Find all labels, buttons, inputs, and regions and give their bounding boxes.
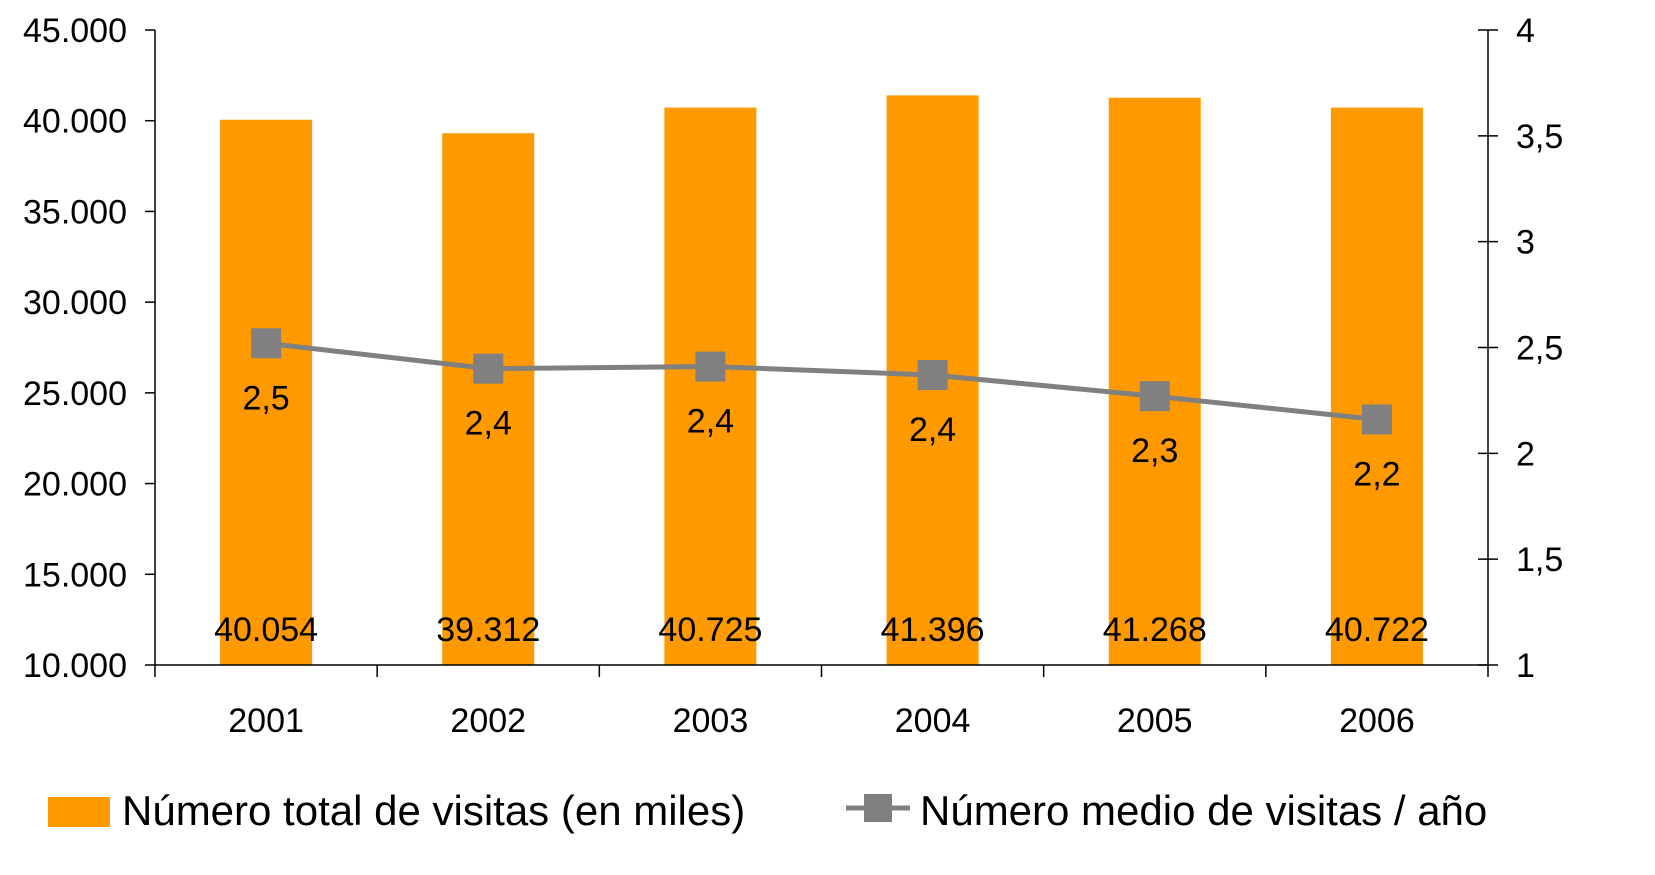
- y-right-tick-label: 2: [1516, 435, 1535, 473]
- x-tick-label-2006: 2006: [1339, 702, 1415, 740]
- bar-2003: [664, 107, 757, 665]
- legend-label-bars: Número total de visitas (en miles): [122, 787, 745, 834]
- line-marker-2006: [1361, 404, 1392, 435]
- y-left-tick-label: 20.000: [23, 466, 127, 504]
- labels-layer: 40.054 39.312 40.725 41.396 41.268 40.722 2,5 2…: [214, 379, 1429, 649]
- bar-2006: [1330, 107, 1423, 666]
- line-marker-2004: [917, 360, 948, 391]
- bar-value-label-2001: 40.054: [214, 611, 318, 649]
- axes-layer: 10.000 15.000 20.000 25.000 30.000 35.000 40.0…: [23, 12, 1563, 740]
- x-tick-label-2002: 2002: [450, 702, 526, 740]
- x-tick-label-2005: 2005: [1117, 702, 1193, 740]
- line-value-label-2004: 2,4: [909, 411, 956, 449]
- y-left-tick-label: 35.000: [23, 193, 127, 231]
- legend-swatch-marker: [864, 794, 892, 822]
- line-marker-2002: [473, 353, 504, 384]
- line-marker-2003: [695, 351, 726, 382]
- x-tick-label-2001: 2001: [228, 702, 304, 740]
- line-marker-2005: [1139, 381, 1170, 412]
- y-right-tick-label: 4: [1516, 12, 1535, 50]
- legend: Número total de visitas (en miles) Número…: [48, 787, 1487, 834]
- line-value-label-2005: 2,3: [1131, 432, 1178, 470]
- legend-swatch-bars: [48, 797, 110, 827]
- y-left-tick-label: 10.000: [23, 647, 127, 685]
- bar-value-label-2006: 40.722: [1325, 611, 1429, 649]
- y-right-tick-label: 2,5: [1516, 330, 1563, 368]
- bar-value-label-2004: 41.396: [881, 611, 985, 649]
- bar-2002: [442, 133, 535, 665]
- bar-value-label-2002: 39.312: [436, 611, 540, 649]
- line-value-label-2001: 2,5: [242, 379, 289, 417]
- y-left-tick-label: 45.000: [23, 12, 127, 50]
- y-right-tick-label: 3: [1516, 224, 1535, 262]
- x-tick-label-2003: 2003: [673, 702, 749, 740]
- legend-label-line: Número medio de visitas / año: [920, 787, 1487, 834]
- line-value-label-2002: 2,4: [465, 405, 512, 443]
- bars-layer: [220, 95, 1423, 666]
- y-right-tick-label: 1,5: [1516, 541, 1563, 579]
- y-right-tick-label: 3,5: [1516, 118, 1563, 156]
- line-value-label-2006: 2,2: [1353, 455, 1400, 493]
- y-right-tick-label: 1: [1516, 647, 1535, 685]
- line-layer: [251, 328, 1392, 435]
- y-left-tick-label: 25.000: [23, 375, 127, 413]
- bar-value-label-2005: 41.268: [1103, 611, 1207, 649]
- line-marker-2001: [251, 328, 282, 359]
- line-value-label-2003: 2,4: [687, 403, 734, 441]
- bar-2001: [220, 119, 313, 666]
- x-tick-label-2004: 2004: [895, 702, 971, 740]
- bar-value-label-2003: 40.725: [658, 611, 762, 649]
- y-left-tick-label: 15.000: [23, 556, 127, 594]
- y-left-tick-label: 30.000: [23, 284, 127, 322]
- series-line: [265, 340, 1378, 422]
- y-left-tick-label: 40.000: [23, 103, 127, 141]
